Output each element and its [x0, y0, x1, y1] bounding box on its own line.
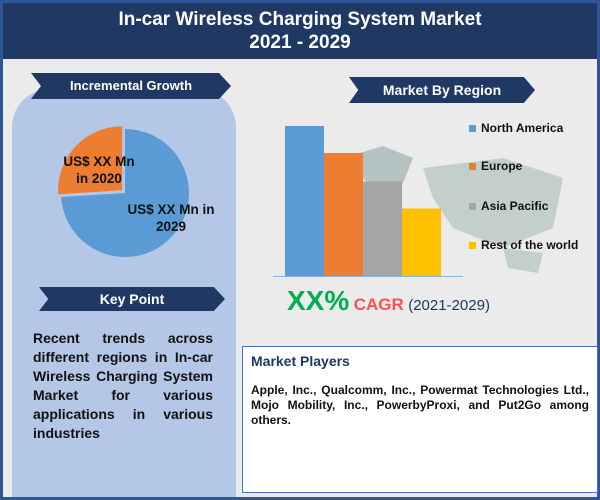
legend-swatch	[469, 242, 476, 249]
legend-swatch	[469, 163, 476, 170]
market-players-heading: Market Players	[251, 353, 350, 369]
legend-label: Europe	[481, 159, 523, 173]
cagr-value: XX%	[287, 285, 350, 316]
cagr-period: (2021-2029)	[408, 297, 490, 314]
key-point-banner: Key Point	[39, 287, 225, 311]
legend-item: North America	[469, 121, 563, 135]
cagr-label: CAGR	[353, 295, 404, 314]
bar-north-america	[285, 126, 324, 276]
legend-item: Rest of the world	[469, 238, 578, 252]
bar-rest-of-the-world	[402, 208, 441, 276]
incremental-growth-banner: Incremental Growth	[31, 73, 231, 99]
legend-label: Rest of the world	[481, 238, 579, 252]
legend-item: Asia Pacific	[469, 199, 548, 213]
legend-item: Europe	[469, 159, 522, 173]
pie-label-2029: US$ XX Mn in 2029	[127, 202, 215, 234]
legend-swatch	[469, 125, 476, 132]
market-by-region-banner: Market By Region	[349, 77, 535, 103]
bar-europe	[324, 153, 363, 276]
pie-slice-2029	[61, 129, 189, 257]
market-players-text: Apple, Inc., Qualcomm, Inc., Powermat Te…	[251, 383, 589, 427]
bar-chart	[273, 126, 463, 277]
legend-swatch	[469, 203, 476, 210]
cagr-display: XX% CAGR (2021-2029)	[287, 285, 490, 317]
pie-label-2020: US$ XX Mn in 2020	[63, 154, 135, 186]
market-players-box: Market Players Apple, Inc., Qualcomm, In…	[242, 346, 598, 493]
pie-chart	[58, 126, 189, 257]
page-title: In-car Wireless Charging System Market 2…	[3, 3, 597, 59]
pie-slice-2020	[58, 126, 123, 195]
bar-asia-pacific	[363, 181, 402, 276]
key-point-text: Recent trends across different regions i…	[33, 330, 213, 441]
legend-label: Asia Pacific	[481, 199, 549, 213]
legend-label: North America	[481, 121, 564, 135]
